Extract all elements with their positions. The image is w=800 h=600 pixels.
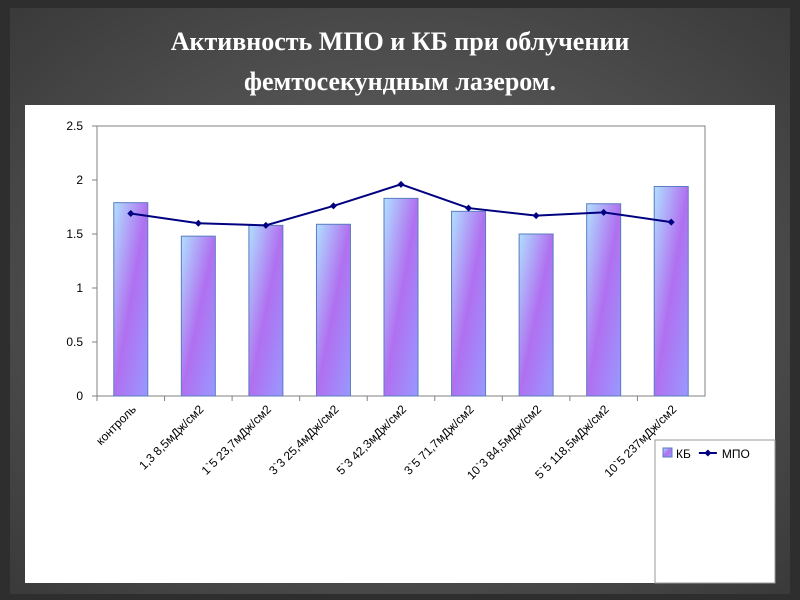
bar xyxy=(518,233,554,397)
y-tick-label: 0 xyxy=(76,389,83,403)
bar xyxy=(180,235,216,397)
marker xyxy=(600,208,608,216)
marker xyxy=(465,204,473,212)
y-tick-label: 1 xyxy=(76,281,83,295)
y-tick-label: 2 xyxy=(76,173,83,187)
title-line: фемтосекундным лазером. xyxy=(244,67,556,96)
legend-swatch xyxy=(662,447,673,458)
legend-marker xyxy=(704,449,712,457)
bar xyxy=(113,202,149,397)
marker xyxy=(329,202,337,210)
y-tick-label: 1.5 xyxy=(66,227,83,241)
marker xyxy=(194,219,202,227)
legend-box xyxy=(654,439,776,584)
y-tick-label: 2.5 xyxy=(66,119,83,133)
marker xyxy=(397,180,405,188)
marker xyxy=(127,209,135,217)
legend-label: КБ xyxy=(676,447,691,461)
bar xyxy=(586,203,622,397)
title-line: Активность МПО и КБ при облучении xyxy=(171,27,630,56)
bar xyxy=(653,185,689,397)
y-tick-label: 0.5 xyxy=(66,335,83,349)
marker xyxy=(532,212,540,220)
bar xyxy=(315,223,351,397)
legend-label: МПО xyxy=(722,447,750,461)
bar xyxy=(383,197,419,397)
marker xyxy=(667,218,675,226)
bar xyxy=(248,224,284,397)
marker xyxy=(262,221,270,229)
bar xyxy=(451,210,487,397)
